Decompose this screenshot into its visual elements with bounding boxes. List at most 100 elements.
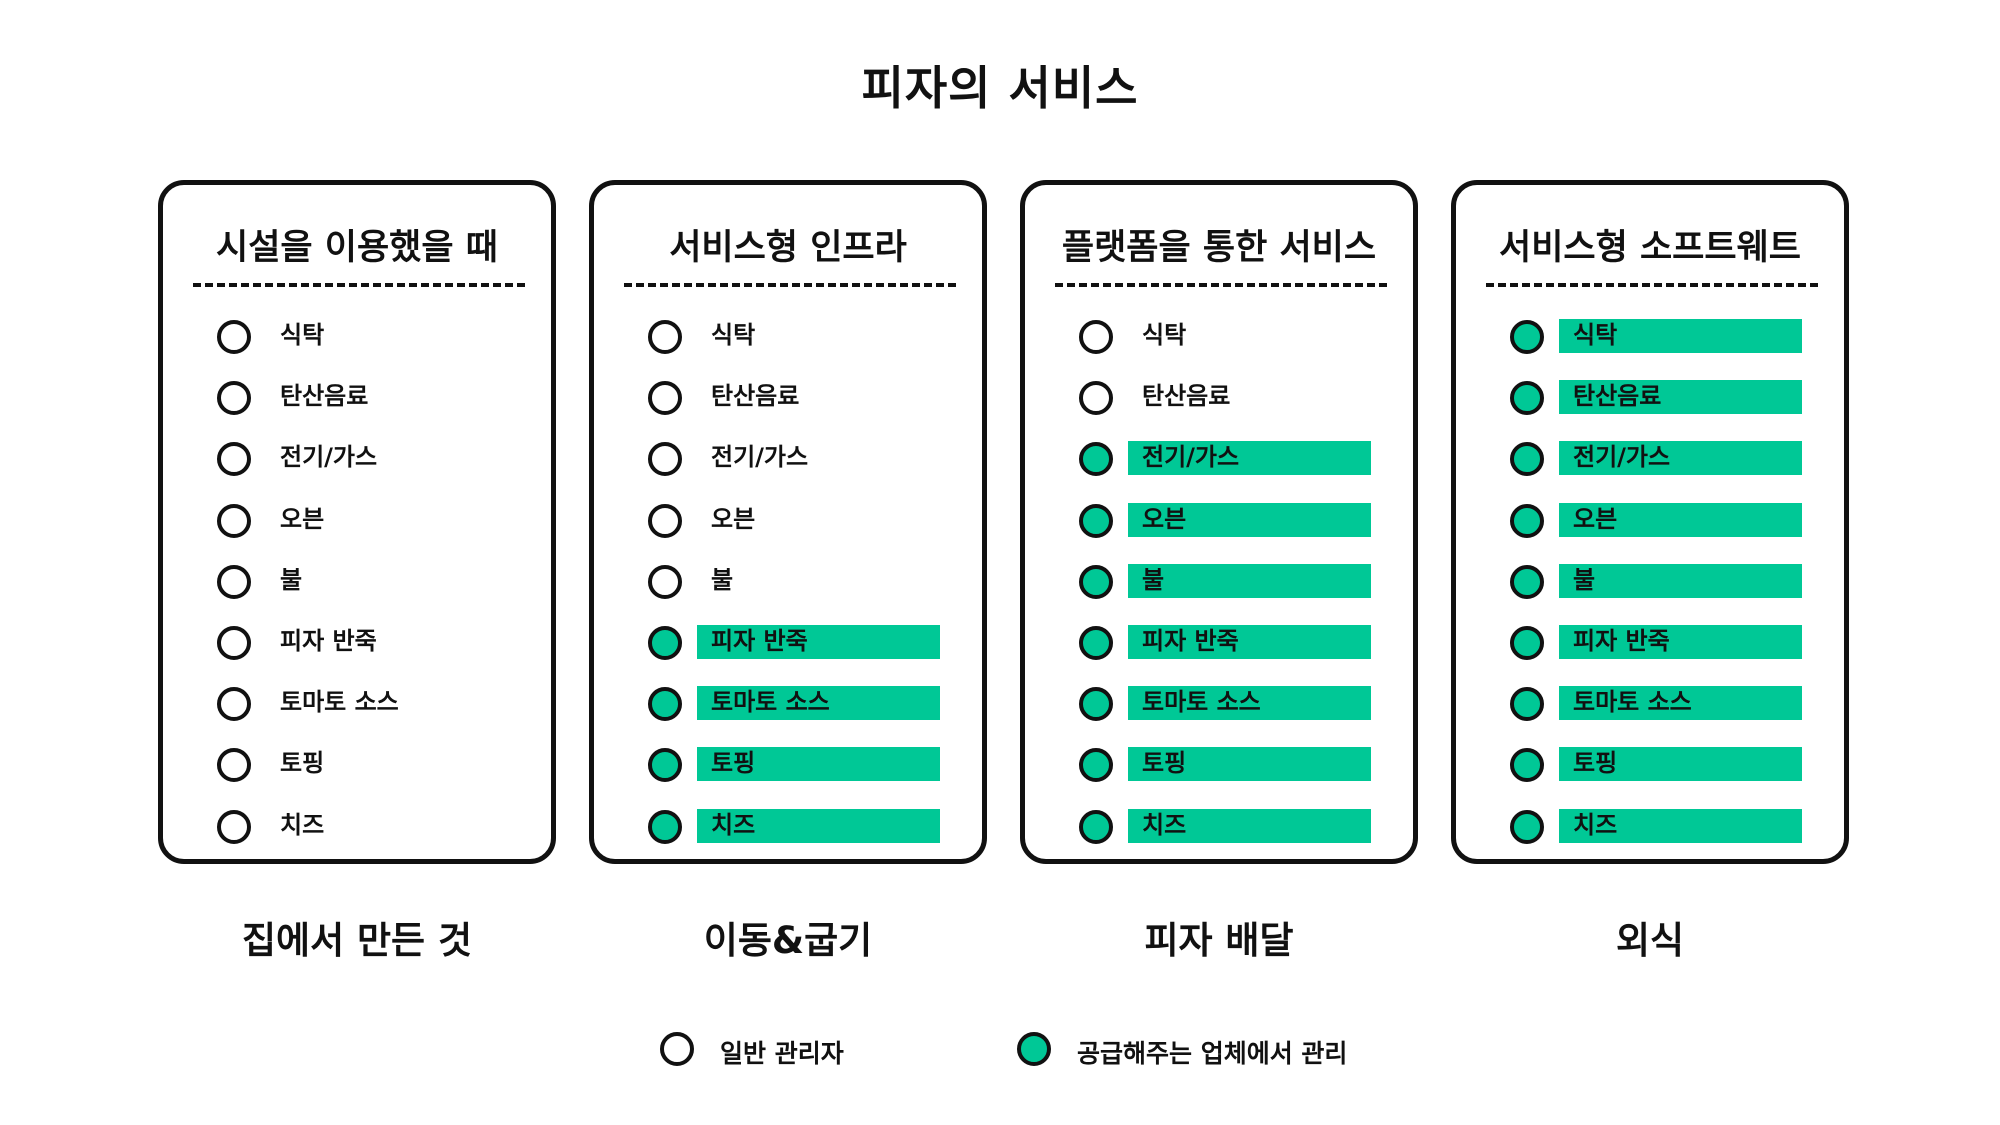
empty-circle-icon <box>217 381 251 416</box>
filled-circle-icon <box>1079 503 1113 538</box>
item-label: 피자 반죽 <box>280 627 377 655</box>
label-area: 식탁 <box>697 319 940 353</box>
highlight-bar: 치즈 <box>1128 808 1371 843</box>
item-label: 탄산음료 <box>1573 382 1662 411</box>
empty-circle-icon <box>648 381 682 416</box>
label-area: 식탁 <box>266 319 509 353</box>
dashed-divider <box>1055 283 1387 287</box>
item-label: 오븐 <box>711 504 756 533</box>
diagram-title: 피자의 서비스 <box>861 61 1139 115</box>
card-title: 플랫폼을 통한 서비스 <box>1061 228 1377 268</box>
item-label: 식탁 <box>711 321 756 349</box>
empty-circle-icon <box>217 626 251 660</box>
filled-circle-icon <box>1510 564 1544 599</box>
label-area: 불 <box>697 564 940 598</box>
highlight-bar: 토마토 소스 <box>1559 686 1802 721</box>
highlight-bar: 피자 반죽 <box>697 625 940 659</box>
item-label: 토마토 소스 <box>711 688 830 717</box>
label-area: 전기/가스 <box>266 441 509 475</box>
highlight-bar: 불 <box>1128 563 1371 598</box>
empty-circle-icon <box>660 1032 694 1066</box>
item-label: 토핑 <box>280 749 325 778</box>
filled-circle-icon <box>1510 442 1544 477</box>
label-area: 탄산음료 <box>697 380 940 414</box>
card-caption: 외식 <box>1615 919 1685 962</box>
item-label: 탄산음료 <box>280 382 369 411</box>
item-label: 치즈 <box>711 810 756 839</box>
empty-circle-icon <box>1079 381 1113 416</box>
highlight-bar: 치즈 <box>697 808 940 843</box>
filled-circle-icon <box>1510 503 1544 538</box>
empty-circle-icon <box>1079 320 1113 354</box>
label-area: 탄산음료 <box>266 380 509 414</box>
label-area: 탄산음료 <box>1128 380 1371 414</box>
highlight-bar: 치즈 <box>1559 808 1802 843</box>
filled-circle-icon <box>648 809 682 844</box>
label-area: 오븐 <box>697 503 940 537</box>
item-label: 토핑 <box>711 749 756 778</box>
label-area: 치즈 <box>266 809 509 843</box>
highlight-bar: 식탁 <box>1559 319 1802 353</box>
label-area: 불 <box>266 564 509 598</box>
highlight-bar: 오븐 <box>1559 502 1802 537</box>
item-label: 오븐 <box>1573 504 1618 533</box>
highlight-bar: 토핑 <box>697 747 940 782</box>
filled-circle-icon <box>1510 381 1544 416</box>
highlight-bar: 오븐 <box>1128 502 1371 537</box>
dashed-divider <box>624 283 956 287</box>
card-title: 시설을 이용했을 때 <box>216 228 498 268</box>
item-label: 치즈 <box>1142 810 1187 839</box>
filled-circle-icon <box>1079 809 1113 844</box>
highlight-bar: 전기/가스 <box>1128 441 1371 476</box>
card-caption: 피자 배달 <box>1144 919 1294 962</box>
card-title: 서비스형 인프라 <box>669 228 907 268</box>
item-label: 피자 반죽 <box>711 627 808 655</box>
filled-circle-icon <box>648 626 682 660</box>
highlight-bar: 탄산음료 <box>1559 380 1802 415</box>
item-label: 불 <box>280 565 303 594</box>
card-caption: 이동&굽기 <box>703 919 873 962</box>
highlight-bar: 피자 반죽 <box>1559 625 1802 659</box>
item-label: 불 <box>711 565 734 594</box>
empty-circle-icon <box>217 503 251 538</box>
empty-circle-icon <box>648 442 682 477</box>
item-label: 토마토 소스 <box>1573 688 1692 717</box>
highlight-bar: 토핑 <box>1559 747 1802 782</box>
highlight-bar: 전기/가스 <box>1559 441 1802 476</box>
item-label: 불 <box>1573 565 1596 594</box>
item-label: 불 <box>1142 565 1165 594</box>
item-label: 치즈 <box>280 810 325 839</box>
card-title: 서비스형 소프트웨트 <box>1499 228 1801 268</box>
item-label: 전기/가스 <box>711 443 809 472</box>
label-area: 식탁 <box>1128 319 1371 353</box>
empty-circle-icon <box>217 320 251 354</box>
legend-label: 공급해주는 업체에서 관리 <box>1077 1039 1348 1068</box>
item-label: 식탁 <box>280 321 325 349</box>
label-area: 토마토 소스 <box>266 686 509 720</box>
empty-circle-icon <box>217 748 251 783</box>
empty-circle-icon <box>217 442 251 477</box>
highlight-bar: 불 <box>1559 563 1802 598</box>
filled-circle-icon <box>648 687 682 722</box>
item-label: 피자 반죽 <box>1573 627 1670 655</box>
item-label: 토핑 <box>1142 749 1187 778</box>
item-label: 토마토 소스 <box>280 688 399 717</box>
filled-circle-icon <box>1079 626 1113 660</box>
item-label: 오븐 <box>280 504 325 533</box>
card-caption: 집에서 만든 것 <box>241 919 472 962</box>
label-area: 토핑 <box>266 747 509 781</box>
item-label: 전기/가스 <box>1573 443 1671 472</box>
label-area: 전기/가스 <box>697 441 940 475</box>
item-label: 전기/가스 <box>280 443 378 472</box>
highlight-bar: 토마토 소스 <box>697 686 940 721</box>
filled-circle-icon <box>1510 687 1544 722</box>
item-label: 식탁 <box>1142 321 1187 349</box>
filled-circle-icon <box>1079 564 1113 599</box>
filled-circle-icon <box>1079 687 1113 722</box>
filled-circle-icon <box>1510 626 1544 660</box>
legend-label: 일반 관리자 <box>720 1039 844 1068</box>
item-label: 탄산음료 <box>711 382 800 411</box>
item-label: 전기/가스 <box>1142 443 1240 472</box>
label-area: 피자 반죽 <box>266 625 509 659</box>
